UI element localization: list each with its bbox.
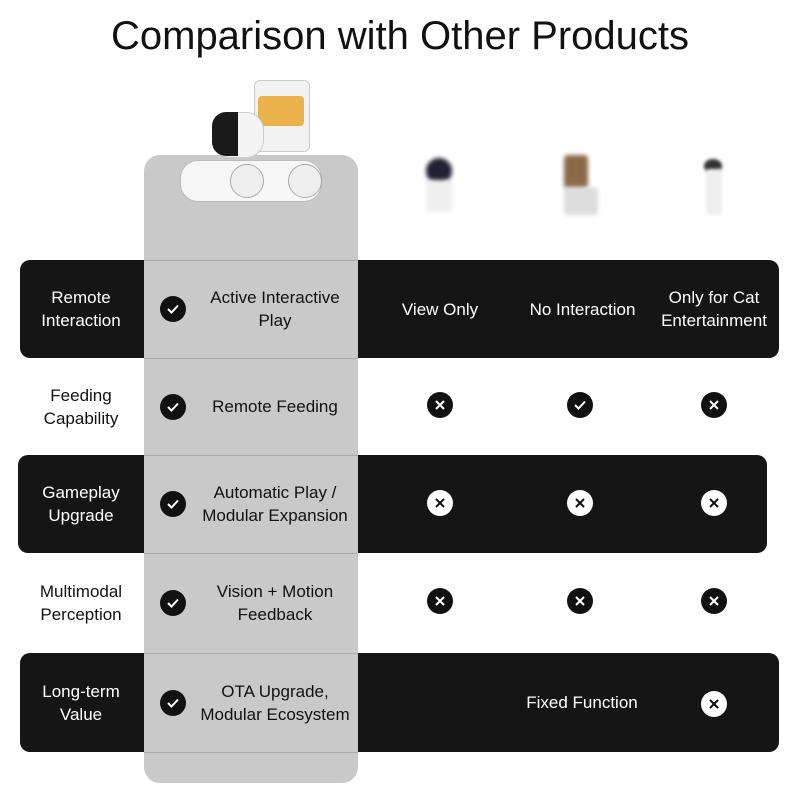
row-label: Gameplay Upgrade <box>42 483 120 525</box>
camera-remote-interaction: View Only <box>401 299 479 319</box>
x-icon <box>567 588 593 614</box>
x-icon <box>701 691 727 717</box>
featured-cell: Active Interactive Play <box>160 260 356 358</box>
pet-camera-image <box>426 158 452 212</box>
featured-text: OTA Upgrade, Modular Ecosystem <box>200 681 350 724</box>
featured-text: Vision + Motion Feedback <box>216 582 334 624</box>
featured-text: Remote Feeding <box>212 397 338 416</box>
check-icon <box>160 296 186 322</box>
divider <box>144 752 358 753</box>
featured-cell: Vision + Motion Feedback <box>160 553 356 653</box>
check-icon <box>160 393 186 420</box>
divider <box>144 553 358 554</box>
featured-cell: OTA Upgrade, Modular Ecosystem <box>160 653 356 752</box>
divider <box>144 260 358 261</box>
x-icon <box>427 588 453 614</box>
x-icon <box>701 490 727 516</box>
x-icon <box>427 490 453 516</box>
row-label: Long-term Value <box>42 681 120 724</box>
divider <box>144 653 358 654</box>
cat-toy-image <box>700 155 726 217</box>
featured-text: Automatic Play / Modular Expansion <box>202 483 348 525</box>
featured-cell: Automatic Play / Modular Expansion <box>160 455 356 553</box>
row-label: Remote Interaction <box>41 288 121 330</box>
feeder-remote-interaction: No Interaction <box>529 299 636 319</box>
row-label: Multimodal Perception <box>39 582 123 624</box>
toy-remote-interaction: Only for Cat Entertainment <box>661 288 767 330</box>
x-icon <box>567 490 593 516</box>
page-title: Comparison with Other Products <box>110 14 689 58</box>
pet-feeder-image <box>562 155 598 217</box>
x-icon <box>427 392 453 418</box>
row-gameplay-upgrade <box>18 455 767 553</box>
check-icon <box>567 392 593 418</box>
check-icon <box>160 491 186 517</box>
divider <box>144 455 358 456</box>
check-icon <box>160 590 186 616</box>
x-icon <box>701 392 727 418</box>
featured-text: Active Interactive Play <box>210 288 340 330</box>
robot-feeder-image <box>178 78 328 202</box>
check-icon <box>160 689 186 716</box>
featured-product-column <box>144 155 358 783</box>
x-icon <box>701 588 727 614</box>
featured-cell: Remote Feeding <box>160 358 356 455</box>
divider <box>144 358 358 359</box>
row-label: Feeding Capability <box>43 385 119 428</box>
fixed-function-text: Fixed Function <box>526 693 638 712</box>
